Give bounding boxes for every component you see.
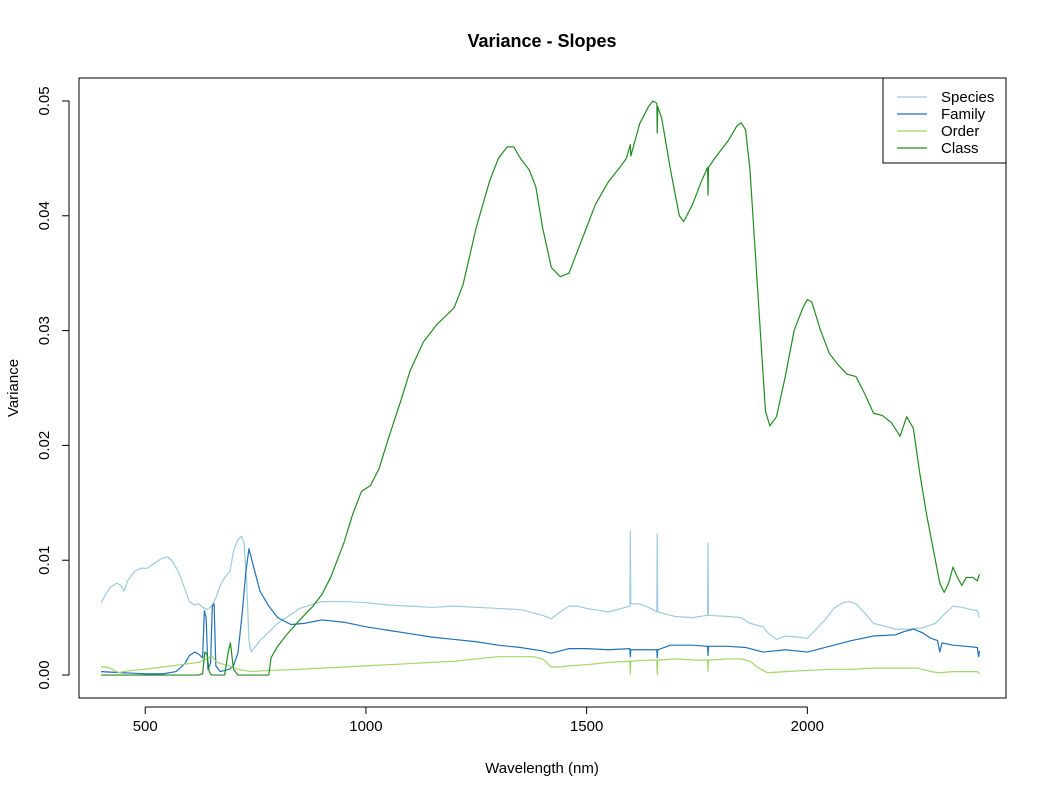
x-tick-label: 500 [133,718,158,735]
x-tick-label: 1500 [570,718,603,735]
y-axis-label: Variance [5,359,22,417]
series-line-class [101,100,981,676]
x-axis-label: Wavelength (nm) [485,760,599,777]
y-tick-label: 0.02 [36,431,53,460]
x-tick-label: 1000 [349,718,382,735]
plot-frame [78,77,1007,699]
legend-label-order: Order [941,123,979,140]
legend-label-class: Class [941,140,979,157]
series-line-order [101,654,980,676]
plot-lines [100,100,981,676]
chart-title: Variance - Slopes [467,31,616,51]
series-line-species [100,530,981,653]
legend-label-family: Family [941,106,986,123]
x-tick-label: 2000 [791,718,824,735]
series-line-family [101,548,981,675]
axes: 500 1000 1500 2000 0.00 0.01 0.02 0.03 0.04 0.05 [36,86,824,735]
legend-label-species: Species [941,89,994,106]
y-tick-label: 0.04 [36,201,53,230]
y-tick-label: 0.00 [36,660,53,689]
y-tick-label: 0.01 [36,546,53,575]
y-tick-label: 0.05 [36,86,53,115]
legend-box [882,77,1007,164]
y-tick-label: 0.03 [36,316,53,345]
